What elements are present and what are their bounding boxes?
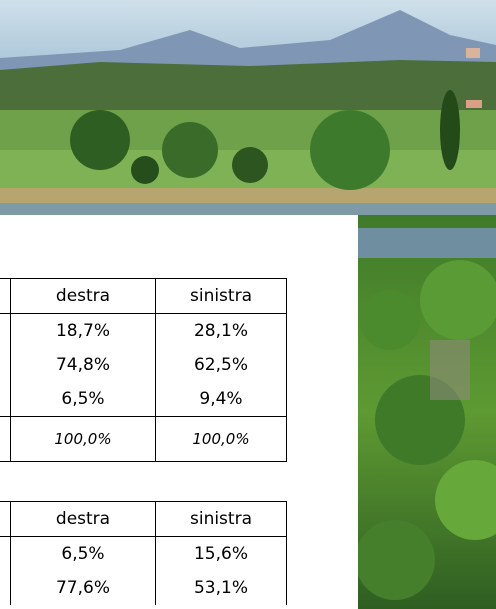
table-cell xyxy=(0,348,11,382)
table-cell: sinistra xyxy=(155,501,287,537)
table-cell: 28,1% xyxy=(155,313,287,348)
table-cell xyxy=(0,416,11,462)
table-cell: 100,0% xyxy=(10,416,156,462)
table-cell xyxy=(0,536,11,571)
table-cell: sinistra xyxy=(155,278,287,314)
table: destra sinistra 6,5% 15,6% 77,6% 53,1% xyxy=(0,501,287,605)
table-row: 6,5% 15,6% xyxy=(0,536,287,571)
table-cell: 100,0% xyxy=(155,416,287,462)
table: destra sinistra 18,7% 28,1% 74,8% 62,5% 6,5% 9,… xyxy=(0,278,287,462)
table-cell: 6,5% xyxy=(10,536,156,571)
table-cell: destra xyxy=(10,501,156,537)
table-cell xyxy=(0,501,11,537)
table-cell: 9,4% xyxy=(155,382,287,417)
table-row: 77,6% 53,1% xyxy=(0,571,287,605)
table-cell xyxy=(0,571,11,605)
table-cell: 53,1% xyxy=(155,571,287,605)
table-row: 6,5% 9,4% xyxy=(0,382,287,417)
table-cell: 6,5% xyxy=(10,382,156,417)
table-row: 100,0% 100,0% xyxy=(0,416,287,462)
table-row: destra sinistra xyxy=(0,278,287,314)
table-row: 18,7% 28,1% xyxy=(0,313,287,348)
table-cell: 15,6% xyxy=(155,536,287,571)
table-cell xyxy=(0,382,11,417)
table-cell: 74,8% xyxy=(10,348,156,382)
table-cell: 18,7% xyxy=(10,313,156,348)
table-cell xyxy=(0,313,11,348)
table-row: 74,8% 62,5% xyxy=(0,348,287,382)
table-cell: destra xyxy=(10,278,156,314)
table-row: destra sinistra xyxy=(0,501,287,537)
table-cell: 77,6% xyxy=(10,571,156,605)
table-cell: 62,5% xyxy=(155,348,287,382)
table-cell xyxy=(0,278,11,314)
